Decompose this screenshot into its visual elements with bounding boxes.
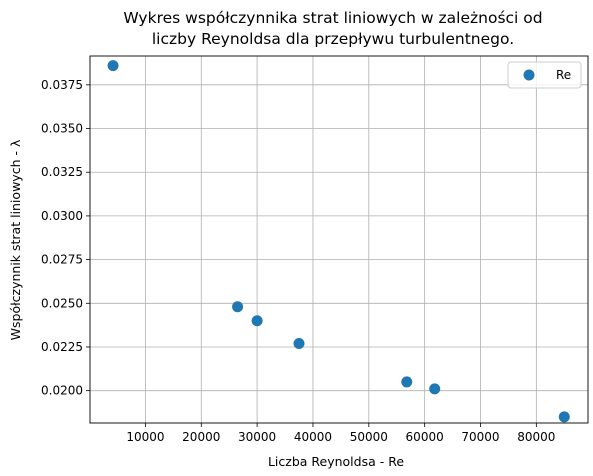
x-tick-label: 20000: [182, 430, 220, 444]
y-tick-label: 0.0325: [41, 165, 83, 179]
chart-title-line-2: liczby Reynoldsa dla przepływu turbulent…: [152, 30, 514, 48]
x-axis-label: Liczba Reynoldsa - Re: [268, 454, 404, 469]
x-tick-label: 60000: [406, 430, 444, 444]
legend-marker: [523, 69, 535, 81]
y-tick-label: 0.0200: [41, 384, 83, 398]
x-tick-label: 70000: [461, 430, 499, 444]
scatter-point: [293, 337, 305, 349]
x-tick-label: 80000: [517, 430, 555, 444]
chart-title-line-1: Wykres współczynnika strat liniowych w z…: [123, 9, 542, 27]
y-tick-label: 0.0250: [41, 296, 83, 310]
x-axis-ticks: 10000 20000 30000 40000 50000 60000 70000 80000: [126, 423, 555, 444]
data-points: [107, 60, 570, 423]
y-axis-ticks: 0.0200 0.0225 0.0250 0.0275 0.0300 0.0325 0.03…: [41, 78, 90, 398]
y-tick-label: 0.0225: [41, 340, 83, 354]
scatter-point: [401, 376, 413, 388]
x-tick-label: 10000: [126, 430, 164, 444]
legend-box: [507, 61, 582, 89]
y-tick-label: 0.0300: [41, 209, 83, 223]
grid-lines: [90, 56, 588, 423]
scatter-point: [251, 315, 263, 327]
legend-label: Re: [556, 68, 571, 82]
scatter-point: [232, 301, 244, 313]
y-axis-label: Współczynnik strat liniowych - λ: [8, 139, 23, 340]
plot-frame: [89, 55, 589, 424]
legend: Re: [507, 61, 582, 89]
y-tick-label: 0.0275: [41, 253, 83, 267]
y-tick-label: 0.0350: [41, 122, 83, 136]
x-tick-label: 30000: [238, 430, 276, 444]
scatter-point: [107, 60, 119, 72]
scatter-point: [558, 411, 570, 423]
scatter-point: [429, 383, 441, 395]
x-tick-label: 40000: [294, 430, 332, 444]
y-tick-label: 0.0375: [41, 78, 83, 92]
x-tick-label: 50000: [350, 430, 388, 444]
